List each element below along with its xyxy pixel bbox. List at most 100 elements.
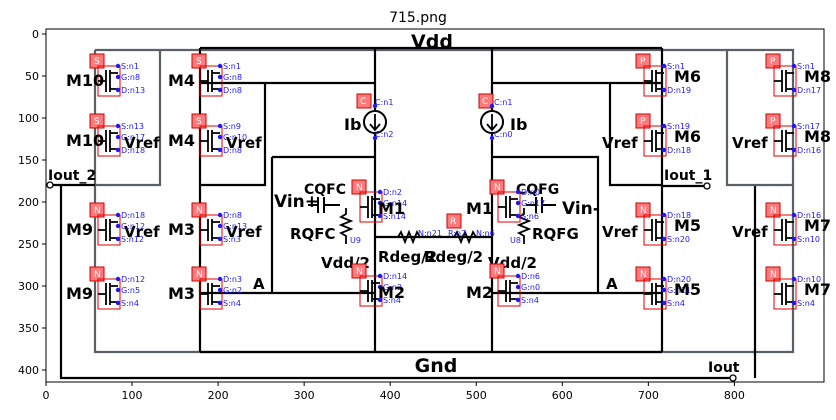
vin-minus-label: Vin- xyxy=(562,199,600,219)
device-label: M7 xyxy=(804,280,831,299)
iout-terminal xyxy=(729,374,737,382)
iout-label: Iout xyxy=(708,360,740,376)
pin-label: D:n18 xyxy=(667,211,691,220)
y-tick-label: 400 xyxy=(18,364,39,377)
x-tick-label: 600 xyxy=(552,389,573,402)
pin-dot xyxy=(661,87,667,93)
pin-dot xyxy=(791,63,797,69)
device-marker-letter: S xyxy=(94,57,100,67)
mosfet-symbol xyxy=(774,283,794,305)
mosfet-symbol xyxy=(644,70,664,92)
mosfet-symbol xyxy=(498,280,518,302)
gate-label: Vref xyxy=(602,223,638,241)
svg-text:C: C xyxy=(482,97,488,107)
device-marker xyxy=(191,53,207,69)
pin-label: D:n13 xyxy=(121,86,145,95)
mosfet-symbol xyxy=(774,130,794,152)
device-marker-letter: P xyxy=(770,57,776,67)
pin-dot xyxy=(217,236,223,242)
device-label: M4 xyxy=(168,71,195,90)
pin-label: S:n3 xyxy=(223,235,241,244)
pin-dot xyxy=(661,236,667,242)
inner-right-box-wire xyxy=(492,155,600,293)
gnd-label: Gnd xyxy=(415,355,458,377)
left-grey-wire xyxy=(95,50,162,187)
pin-dot xyxy=(115,287,121,293)
device-marker xyxy=(489,263,505,279)
pin-label: D:n19 xyxy=(667,86,691,95)
device-marker-letter: P xyxy=(640,57,646,67)
device-label: M5 xyxy=(674,280,701,299)
pin-label: D:n12 xyxy=(121,275,145,284)
pin-label: S:n1 xyxy=(667,62,685,71)
pin-label: S:n9 xyxy=(223,122,241,131)
pin-label: S:n1 xyxy=(223,62,241,71)
device-marker-letter: N xyxy=(196,270,203,280)
device-marker xyxy=(351,263,367,279)
pin-label: D:n18 xyxy=(667,146,691,155)
pin-dot xyxy=(515,284,521,290)
device-marker xyxy=(191,113,207,129)
pin-dot xyxy=(115,236,121,242)
pin-label: D:n18 xyxy=(121,211,145,220)
pin-label: D:n17 xyxy=(797,86,821,95)
pin-label: D:n10 xyxy=(797,275,821,284)
mosfet-symbol xyxy=(98,70,118,92)
device-marker xyxy=(635,113,651,129)
y-axis: 0 50 100 150 200 250 300 350 400 xyxy=(18,28,46,377)
iout-1-label: Iout_1 xyxy=(664,168,712,184)
pin-label: G:n8 xyxy=(121,73,140,82)
pin-dot xyxy=(115,134,121,140)
current-source-right: C Ib C:n1 C:n0 xyxy=(478,93,527,141)
device-label: M3 xyxy=(168,284,195,303)
gate-label: Vref xyxy=(732,134,768,152)
pin-dot xyxy=(217,74,223,80)
pin-label: S:n20 xyxy=(667,235,690,244)
rqfc-right-label: RQFG xyxy=(532,225,579,243)
device-label: M6 xyxy=(674,67,701,86)
device-marker xyxy=(89,53,105,69)
device-label: M2 xyxy=(466,283,493,302)
pin-label: D:n8 xyxy=(223,86,242,95)
device-label: M9 xyxy=(66,220,93,239)
mosfet-symbol xyxy=(644,130,664,152)
y-tick-label: 200 xyxy=(18,196,39,209)
mosfet-symbol xyxy=(644,219,664,241)
device-marker-letter: N xyxy=(494,183,501,193)
pin-label: G:n5 xyxy=(121,286,140,295)
pin-label: G:n14 xyxy=(383,199,407,208)
passive-cqfc-right: CQFG xyxy=(516,182,559,213)
gate-label: Vref xyxy=(124,134,160,152)
device-marker xyxy=(765,266,781,282)
passive-rdeg-right: Rdeg/2 R xyxy=(424,213,486,266)
pin-dot xyxy=(217,276,223,282)
device-marker-letter: N xyxy=(94,270,101,280)
device-marker-letter: N xyxy=(356,267,363,277)
current-source-right-label: Ib xyxy=(510,115,527,134)
cqfc-left-label: CQFC xyxy=(304,182,346,198)
pin-dot xyxy=(115,276,121,282)
pin-dot xyxy=(217,123,223,129)
pin-label: S:n4 xyxy=(667,299,685,308)
y-tick-label: 250 xyxy=(18,238,39,251)
pin-dot xyxy=(661,212,667,218)
pin-label: G:n12 xyxy=(121,222,145,231)
device-label: M1 xyxy=(378,199,405,218)
pin-label: D:n8 xyxy=(223,146,242,155)
pin-label: G:n10 xyxy=(223,133,247,142)
x-tick-label: 100 xyxy=(122,389,143,402)
net-label-u8: U8 xyxy=(510,236,521,245)
device-label: M3 xyxy=(168,220,195,239)
device-marker xyxy=(351,179,367,195)
current-source-left-bottom-pin: C:n2 xyxy=(375,130,393,139)
device-marker-letter: N xyxy=(770,206,777,216)
device-marker-letter: N xyxy=(196,206,203,216)
device-marker xyxy=(191,266,207,282)
